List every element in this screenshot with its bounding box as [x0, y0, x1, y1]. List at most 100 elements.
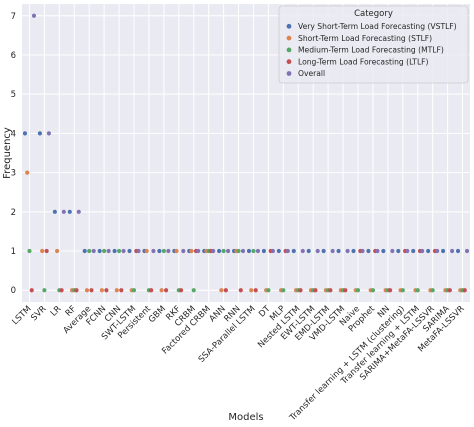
data-point — [52, 209, 57, 214]
y-axis-label: Frequency — [2, 127, 13, 179]
legend-entry: Long-Term Load Forecasting (LTLF) — [298, 57, 429, 66]
data-point — [174, 248, 179, 254]
data-point — [127, 248, 132, 254]
data-point — [166, 248, 171, 254]
data-point — [266, 288, 271, 293]
data-point — [31, 13, 37, 18]
data-point — [74, 288, 79, 293]
data-point — [249, 288, 254, 293]
data-point — [270, 248, 275, 254]
legend-entry: Medium-Term Load Forecasting (MTLF) — [298, 46, 444, 55]
data-point — [240, 248, 246, 254]
data-point — [441, 248, 446, 254]
legend-entry: Short-Term Load Forecasting (STLF) — [298, 34, 432, 43]
data-point — [455, 248, 461, 254]
data-point — [328, 288, 333, 293]
data-point — [25, 170, 30, 175]
data-point — [114, 288, 119, 293]
data-point — [157, 248, 162, 254]
data-point — [82, 248, 87, 254]
data-point — [102, 248, 107, 254]
data-point — [191, 288, 196, 293]
data-point — [151, 248, 156, 254]
data-point — [236, 248, 241, 254]
data-point — [447, 288, 452, 293]
data-point — [238, 288, 243, 293]
data-point — [355, 288, 361, 293]
data-point — [336, 248, 341, 254]
legend-marker — [286, 35, 292, 41]
data-point — [261, 248, 266, 254]
data-point — [345, 248, 350, 254]
data-point — [104, 288, 109, 293]
y-tick-label: 4 — [11, 129, 16, 139]
data-point — [343, 288, 348, 293]
data-point — [76, 209, 81, 214]
y-tick-label: 2 — [11, 208, 16, 218]
y-tick-label: 7 — [11, 12, 16, 22]
data-point — [37, 131, 43, 136]
y-tick-label: 0 — [11, 286, 16, 296]
data-point — [255, 248, 261, 254]
data-point — [106, 248, 111, 254]
y-tick-label: 3 — [11, 169, 16, 179]
data-point — [144, 248, 149, 254]
data-point — [149, 288, 154, 293]
data-point — [164, 288, 169, 293]
data-point — [97, 248, 102, 254]
data-point — [450, 248, 455, 254]
data-point — [396, 248, 401, 254]
legend: Category Very Short-Term Load Forecastin… — [278, 5, 469, 84]
data-point — [29, 288, 34, 293]
data-point — [375, 248, 380, 254]
data-point — [217, 248, 222, 254]
y-tick-label: 1 — [11, 247, 16, 257]
data-point — [281, 288, 286, 293]
data-point — [61, 209, 66, 214]
data-point — [390, 248, 395, 254]
data-point — [112, 248, 117, 254]
legend-marker — [286, 23, 292, 29]
data-point — [27, 248, 32, 254]
data-point — [251, 248, 256, 254]
data-point — [435, 248, 440, 254]
data-point — [221, 248, 226, 254]
data-point — [91, 248, 96, 254]
data-point — [44, 248, 49, 254]
legend-entry: Very Short-Term Load Forecasting (VSTLF) — [298, 22, 457, 31]
data-point — [40, 248, 45, 254]
data-point — [99, 288, 104, 293]
legend-marker — [286, 71, 292, 76]
data-point — [87, 248, 92, 254]
data-point — [181, 248, 186, 254]
data-point — [161, 248, 166, 254]
legend-marker — [286, 47, 292, 53]
data-point — [321, 248, 326, 254]
data-point — [381, 248, 386, 254]
data-point — [223, 288, 228, 293]
data-points — [22, 13, 470, 293]
data-point — [420, 248, 425, 254]
data-point — [131, 288, 137, 293]
data-point — [360, 248, 365, 254]
data-point — [300, 248, 305, 254]
data-point — [253, 288, 258, 293]
data-point — [226, 248, 231, 254]
data-point — [116, 248, 122, 254]
data-point — [388, 288, 393, 293]
data-point — [411, 248, 416, 254]
x-axis-label: Models — [228, 412, 263, 423]
data-point — [246, 248, 252, 254]
data-point — [46, 131, 52, 136]
y-tick-label: 6 — [11, 51, 16, 61]
data-point — [366, 248, 371, 254]
data-point — [121, 248, 126, 254]
data-point — [400, 288, 405, 293]
data-point — [54, 248, 60, 254]
data-point — [119, 288, 124, 293]
data-point — [405, 248, 410, 254]
data-point — [313, 288, 318, 293]
legend-entry: Overall — [298, 69, 325, 78]
data-point — [330, 248, 335, 254]
